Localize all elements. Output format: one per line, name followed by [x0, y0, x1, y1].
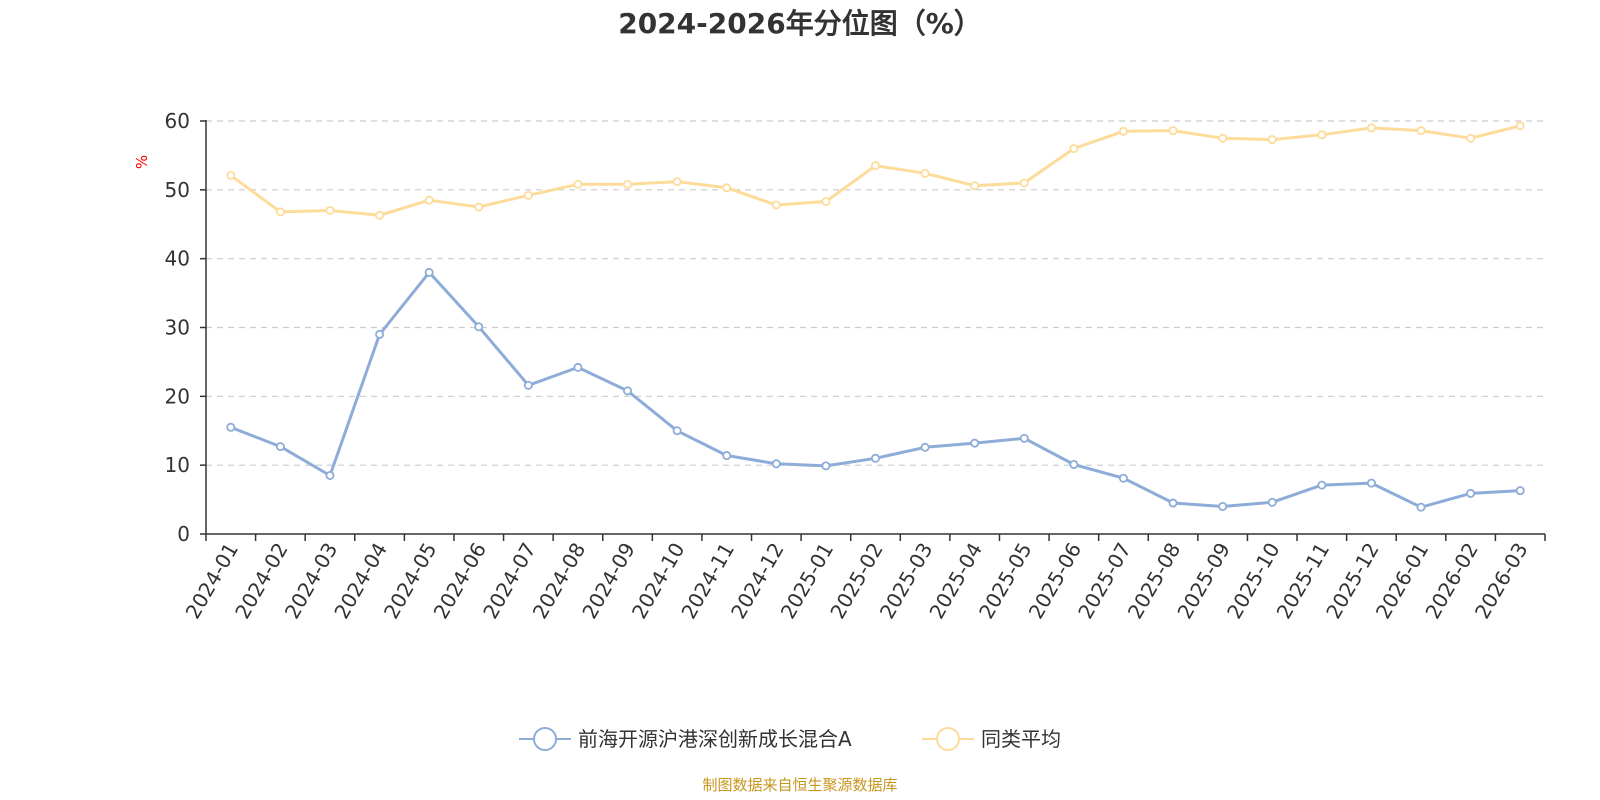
- data-point: [424, 267, 434, 277]
- data-point: [1019, 433, 1029, 443]
- data-point: [1366, 123, 1376, 133]
- data-point: [722, 183, 732, 193]
- data-point: [970, 181, 980, 191]
- data-point: [1118, 126, 1128, 136]
- data-point: [573, 179, 583, 189]
- data-point: [1069, 144, 1079, 154]
- data-point: [871, 453, 881, 463]
- data-point: [1267, 497, 1277, 507]
- data-point: [1168, 498, 1178, 508]
- data-point: [226, 170, 236, 180]
- legend-marker: [936, 727, 960, 751]
- data-point: [623, 386, 633, 396]
- data-point: [920, 168, 930, 178]
- y-tick-label: 50: [165, 178, 190, 202]
- data-point: [920, 442, 930, 452]
- legend-marker: [533, 727, 557, 751]
- legend-label: 同类平均: [981, 727, 1061, 751]
- data-point: [672, 426, 682, 436]
- y-tick-label: 40: [165, 247, 190, 271]
- legend-item-2: 同类平均: [922, 727, 1061, 751]
- data-point: [1019, 178, 1029, 188]
- data-point: [1317, 130, 1327, 140]
- data-point: [1267, 135, 1277, 145]
- data-point: [424, 195, 434, 205]
- data-point: [1515, 121, 1525, 131]
- data-point: [871, 161, 881, 171]
- data-point: [275, 207, 285, 217]
- data-point: [1515, 486, 1525, 496]
- x-axis-ticks: 2024-012024-022024-032024-042024-052024-…: [181, 534, 1546, 623]
- data-point: [821, 197, 831, 207]
- data-point: [722, 451, 732, 461]
- data-point: [523, 380, 533, 390]
- series-1: [226, 267, 1525, 512]
- series-2: [226, 121, 1525, 220]
- y-tick-label: 0: [177, 522, 190, 546]
- data-point: [226, 422, 236, 432]
- data-point: [573, 362, 583, 372]
- data-point: [1118, 473, 1128, 483]
- data-point: [771, 459, 781, 469]
- data-point: [970, 438, 980, 448]
- legend-item-1: 前海开源沪港深创新成长混合A: [519, 727, 852, 751]
- data-point: [1218, 133, 1228, 143]
- data-point: [1317, 480, 1327, 490]
- y-axis-unit-label: %: [133, 155, 151, 169]
- data-point: [821, 461, 831, 471]
- axes: [205, 120, 1545, 535]
- data-point: [375, 210, 385, 220]
- data-point: [1366, 478, 1376, 488]
- data-point: [523, 190, 533, 200]
- data-point: [474, 322, 484, 332]
- data-point: [325, 470, 335, 480]
- gridlines: [206, 120, 1545, 466]
- data-point: [1466, 488, 1476, 498]
- chart-title: 2024-2026年分位图（%）: [618, 7, 982, 40]
- data-point: [325, 205, 335, 215]
- data-point: [1416, 126, 1426, 136]
- series-line: [229, 124, 1521, 217]
- data-point: [771, 200, 781, 210]
- series-group: [226, 121, 1525, 512]
- data-point: [672, 177, 682, 187]
- data-point: [375, 329, 385, 339]
- series-line: [230, 270, 1521, 509]
- data-point: [474, 202, 484, 212]
- y-tick-label: 20: [165, 384, 190, 408]
- y-tick-label: 30: [165, 316, 190, 340]
- y-axis-ticks: 0 10 20 30 40 50 60: [165, 109, 206, 546]
- data-point: [1466, 133, 1476, 143]
- legend: 前海开源沪港深创新成长混合A 同类平均: [519, 727, 1061, 751]
- y-tick-label: 10: [165, 453, 190, 477]
- legend-label: 前海开源沪港深创新成长混合A: [578, 727, 852, 751]
- y-tick-label: 60: [165, 109, 190, 133]
- data-point: [623, 179, 633, 189]
- data-point: [1168, 126, 1178, 136]
- source-note: 制图数据来自恒生聚源数据库: [702, 776, 897, 794]
- data-point: [275, 442, 285, 452]
- data-point: [1218, 501, 1228, 511]
- data-point: [1416, 502, 1426, 512]
- data-point: [1069, 459, 1079, 469]
